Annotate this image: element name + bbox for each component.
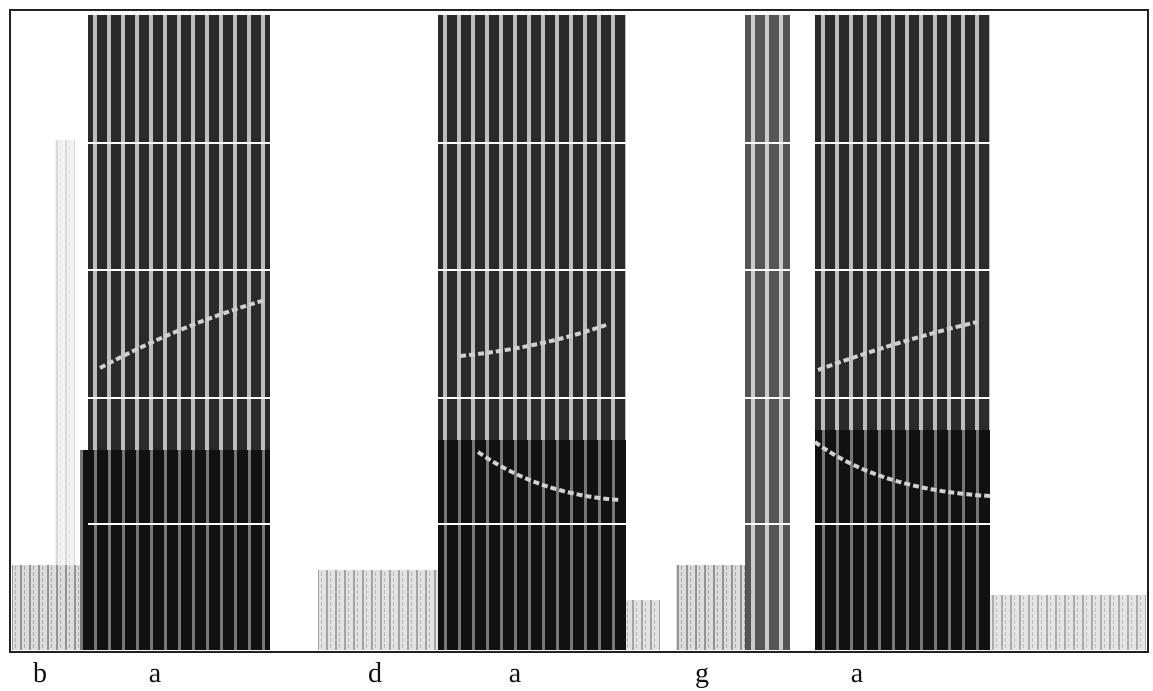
segment-label: a xyxy=(851,658,864,689)
segment-label: g xyxy=(695,658,709,689)
voiced-segments xyxy=(80,15,990,650)
segment-label: b xyxy=(33,658,47,689)
spectrogram-figure: b a d a g a xyxy=(0,0,1153,691)
segment-label: d xyxy=(368,658,382,689)
segment-label: a xyxy=(509,658,522,689)
segment-label: a xyxy=(149,658,162,689)
